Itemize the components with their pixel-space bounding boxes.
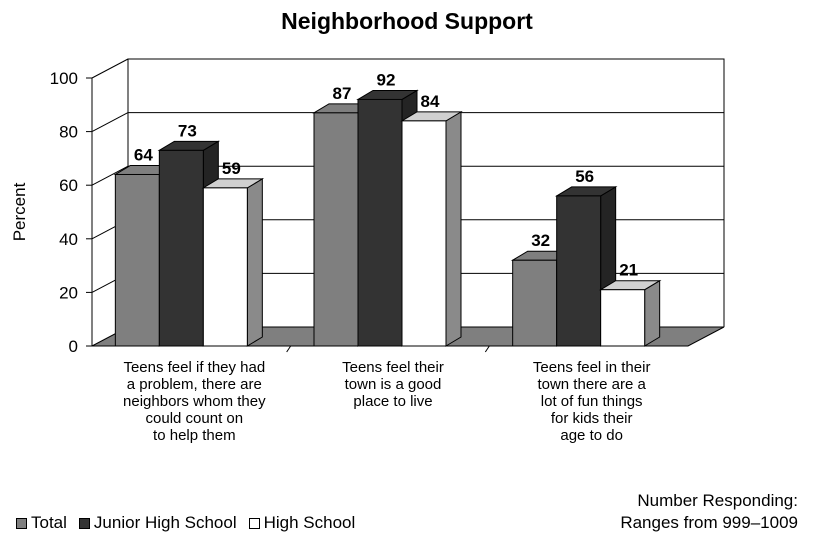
bar <box>114 173 160 347</box>
respondent-note-line-2: Ranges from 999–1009 <box>620 513 798 532</box>
legend: Total Junior High School High School <box>16 513 355 533</box>
chart-title: Neighborhood Support <box>281 8 533 34</box>
y-tick-label: 40 <box>59 230 78 249</box>
bar-side <box>246 177 263 347</box>
bar <box>202 187 248 347</box>
data-label: 32 <box>531 231 550 250</box>
legend-item-high-school: High School <box>248 513 356 533</box>
bar-side <box>644 279 661 347</box>
x-tick-label: lot of fun things <box>541 393 643 410</box>
y-tick-label: 80 <box>59 123 78 142</box>
x-tick-label: Teens feel their <box>342 359 444 376</box>
x-tick-label: town there are a <box>537 376 646 393</box>
legend-item-total: Total <box>16 513 67 533</box>
x-tick-label: Teens feel in their <box>533 359 651 376</box>
y-tick-label: 60 <box>59 176 78 195</box>
bar-side <box>445 110 462 347</box>
y-tick-label: 20 <box>59 283 78 302</box>
bar <box>512 259 558 347</box>
data-label: 87 <box>333 84 352 103</box>
x-tick-label: neighbors whom they <box>123 393 266 410</box>
x-tick <box>484 345 490 353</box>
gridline-side <box>91 112 129 133</box>
bar <box>556 195 602 347</box>
legend-swatch-total <box>16 517 27 529</box>
legend-swatch-junior-high <box>78 517 90 529</box>
bar <box>401 120 447 347</box>
data-label: 21 <box>619 261 638 280</box>
data-label: 73 <box>178 121 197 140</box>
y-tick-label: 0 <box>69 337 78 356</box>
x-tick <box>286 345 292 353</box>
data-label: 84 <box>421 92 440 111</box>
legend-label-total: Total <box>31 513 67 532</box>
respondent-note: Number Responding: Ranges from 999–1009 <box>620 490 798 534</box>
x-tick-label: Teens feel if they had <box>123 359 265 376</box>
data-label: 56 <box>575 167 594 186</box>
x-tick-label: a problem, there are <box>127 376 262 393</box>
bar <box>357 98 403 347</box>
bar <box>158 149 204 347</box>
x-tick-label: to help them <box>153 427 236 444</box>
x-tick-label: place to live <box>353 393 432 410</box>
data-label: 92 <box>377 70 396 89</box>
bar <box>313 112 359 347</box>
legend-swatch-high-school <box>248 517 260 529</box>
legend-label-junior-high: Junior High School <box>93 513 237 532</box>
x-tick-label: town is a good <box>345 376 442 393</box>
legend-item-junior-high: Junior High School <box>78 513 237 533</box>
gridline-side <box>91 58 129 79</box>
legend-label-high-school: High School <box>263 513 356 532</box>
x-tick-label: could count on <box>146 410 244 427</box>
data-label: 59 <box>222 159 241 178</box>
y-axis-label: Percent <box>10 182 29 241</box>
x-tick-label: age to do <box>560 427 623 444</box>
data-label: 64 <box>134 145 153 164</box>
gridline-side <box>91 165 129 186</box>
y-tick-label: 100 <box>50 69 78 88</box>
x-tick-label: for kids their <box>551 410 633 427</box>
respondent-note-line-1: Number Responding: <box>637 491 798 510</box>
bar <box>600 289 646 347</box>
